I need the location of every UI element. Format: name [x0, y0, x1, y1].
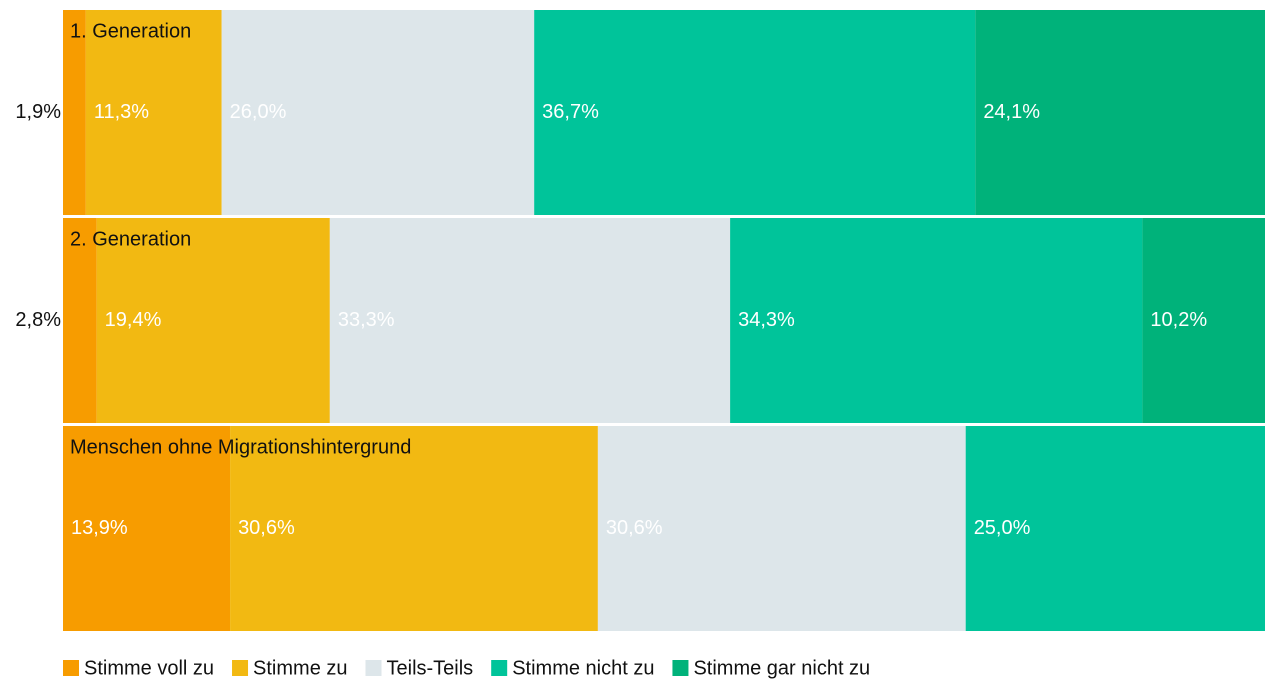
value-label: 19,4%: [105, 309, 162, 331]
bar-segment: [63, 10, 86, 215]
legend-swatch: [491, 660, 508, 676]
bar-segment: [63, 426, 231, 631]
bar-segment: [1142, 218, 1265, 423]
value-label: 11,3%: [94, 101, 149, 123]
bar-segment: [965, 426, 1265, 631]
value-label: 25,0%: [974, 517, 1031, 539]
legend-label: Stimme nicht zu: [512, 657, 654, 679]
legend-label: Stimme voll zu: [84, 657, 214, 679]
value-label: 30,6%: [606, 517, 663, 539]
value-label: 26,0%: [230, 101, 287, 123]
bar-segment: [975, 10, 1265, 215]
value-label: 10,2%: [1150, 309, 1207, 331]
value-label: 30,6%: [238, 517, 295, 539]
legend-swatch: [63, 660, 79, 676]
value-label: 2,8%: [15, 309, 61, 331]
value-label: 13,9%: [71, 517, 128, 539]
legend-swatch: [672, 660, 689, 676]
value-label: 34,3%: [738, 309, 795, 331]
bar-segment: [230, 426, 598, 631]
bar-segment: [597, 426, 966, 631]
bar-segment: [96, 218, 330, 423]
legend-swatch: [232, 660, 249, 676]
category-label: Menschen ohne Migrationshintergrund: [70, 436, 411, 458]
bar-segment: [534, 10, 976, 215]
legend-label: Teils-Teils: [387, 657, 474, 679]
legend-label: Stimme zu: [253, 657, 347, 679]
legend-swatch: [365, 660, 382, 676]
value-label: 1,9%: [15, 101, 61, 123]
value-label: 24,1%: [983, 101, 1040, 123]
value-label: 33,3%: [338, 309, 395, 331]
bar-segment: [85, 10, 222, 215]
bar-segment: [221, 10, 535, 215]
legend-label: Stimme gar nicht zu: [693, 657, 870, 679]
bar-segment: [730, 218, 1143, 423]
bar-segment: [329, 218, 731, 423]
category-label: 2. Generation: [70, 228, 191, 250]
category-label: 1. Generation: [70, 20, 191, 42]
bar-segment: [63, 218, 97, 423]
value-label: 36,7%: [542, 101, 599, 123]
